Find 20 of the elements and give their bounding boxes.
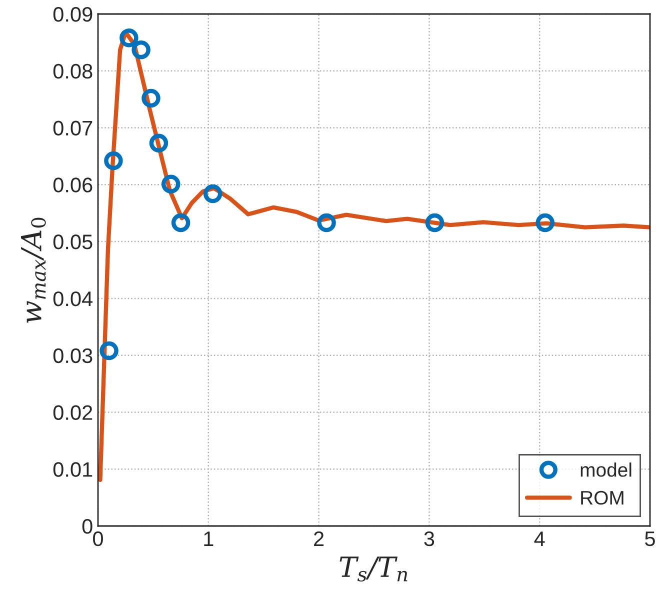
x-tick-label: 5: [645, 532, 655, 546]
x-tick-label: 4: [534, 532, 545, 546]
legend-label: model: [580, 462, 632, 477]
y-tick-label: 0.03: [53, 348, 92, 364]
y-axis-title: w$_{max}$/A$_{0}$: [20, 218, 46, 323]
x-tick-label: 0: [93, 531, 103, 546]
y-tick-label: 0.07: [53, 120, 92, 136]
y-tick-label: 0.01: [53, 462, 92, 477]
y-tick-label: 0.06: [53, 178, 92, 192]
y-tick-label: 0.02: [53, 405, 92, 420]
legend-label: ROM: [581, 490, 624, 505]
y-tick-label: 0.09: [53, 7, 92, 22]
y-tick-label: 0.08: [53, 64, 92, 79]
y-tick-label: 0.05: [53, 234, 92, 250]
y-tick-label: 0: [82, 519, 92, 534]
y-tick-label: 0.04: [53, 291, 93, 306]
x-tick-label: 2: [314, 531, 324, 546]
x-tick-label: 1: [204, 532, 214, 546]
x-axis-title: T$_{s}$/T$_{n}$: [340, 556, 408, 582]
x-tick-label: 3: [424, 531, 434, 546]
